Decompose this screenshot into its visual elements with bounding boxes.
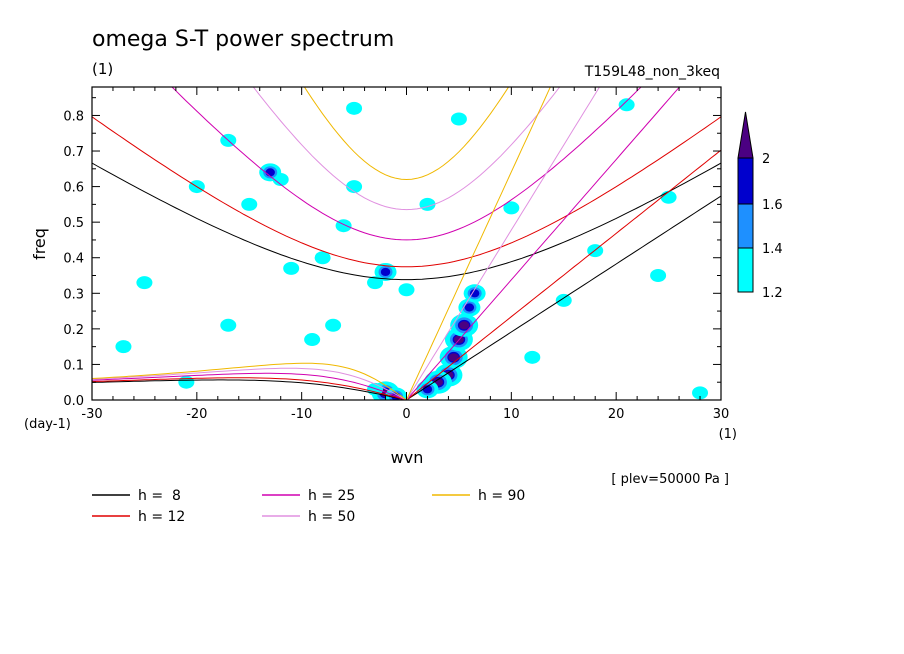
legend: h = 8 h = 12 h = 25 h = 50 h = 90 xyxy=(92,488,525,525)
inertia-gravity-curve xyxy=(171,87,642,241)
colorbar-segment xyxy=(737,247,754,293)
power-contour-1-2 xyxy=(283,261,300,275)
power-contour-1-2 xyxy=(618,98,635,112)
x-tick-label: 20 xyxy=(608,407,625,422)
x-axis-label: wvn xyxy=(391,448,424,467)
power-contour-1-2 xyxy=(524,350,541,364)
inertia-gravity-curve xyxy=(92,116,721,268)
colorbar-max-arrow xyxy=(737,111,754,159)
power-contour-2 xyxy=(448,353,459,362)
rossby-wave-curve xyxy=(92,372,407,400)
power-contour-1-2 xyxy=(692,386,709,400)
inertia-gravity-curve xyxy=(92,162,721,281)
colorbar-segment xyxy=(737,203,754,249)
x-tick-label: 10 xyxy=(503,407,520,422)
legend-label: h = 25 xyxy=(308,488,355,504)
legend-label: h = 90 xyxy=(478,488,525,504)
kelvin-wave-curve xyxy=(406,87,601,400)
power-contour-1-6 xyxy=(265,168,275,177)
power-contour-1-2 xyxy=(346,101,363,115)
inertia-gravity-curve xyxy=(303,87,510,181)
inertia-gravity-curve xyxy=(252,87,561,211)
dispersion-curves xyxy=(92,87,721,400)
x-tick-label: -30 xyxy=(81,407,102,422)
kelvin-wave-curve xyxy=(406,87,681,400)
kelvin-wave-curve xyxy=(406,195,721,400)
colorbar: 1.2 1.4 1.6 2 xyxy=(737,111,783,301)
kelvin-wave-curve xyxy=(406,87,551,400)
y-tick-label: 0.0 xyxy=(63,394,84,409)
power-contour-1-2 xyxy=(314,251,331,265)
rossby-wave-curve xyxy=(92,377,407,400)
power-contour-1-2 xyxy=(325,318,342,332)
power-contour-1-2 xyxy=(503,201,520,215)
y-axis-label: freq xyxy=(30,228,49,260)
power-contour-1-2 xyxy=(304,333,321,347)
power-contour-1-2 xyxy=(650,269,667,283)
power-contour-1-6 xyxy=(422,385,433,394)
y-tick-label: 0.7 xyxy=(63,145,84,160)
y-tick-label: 0.6 xyxy=(63,181,84,196)
colorbar-label: 1.4 xyxy=(762,242,783,257)
power-contour-1-2 xyxy=(367,276,384,290)
chart-subtitle-right: T159L48_non_3keq xyxy=(584,64,720,80)
x-tick-label: -10 xyxy=(291,407,312,422)
x-tick-label: -20 xyxy=(186,407,207,422)
power-contour-1-2 xyxy=(178,375,195,389)
rossby-wave-curve xyxy=(92,379,407,400)
plot-frame xyxy=(91,86,722,401)
power-contours xyxy=(115,98,709,400)
colorbar-label: 2 xyxy=(762,152,770,167)
pressure-level-note: [ plev=50000 Pa ] xyxy=(611,472,729,487)
power-contour-1-2 xyxy=(115,340,132,354)
power-contour-1-6 xyxy=(380,267,391,277)
axis-ticks: -30 -20 -10 0 10 20 30 0.0 0.1 0.2 0.3 0.4 0.5 0.6 0.7… xyxy=(63,87,729,422)
power-contour-1-2 xyxy=(398,283,415,297)
x-axis-unit: (1) xyxy=(719,427,737,442)
y-tick-label: 0.5 xyxy=(63,216,84,231)
power-contour-1-6 xyxy=(464,303,475,312)
y-tick-label: 0.2 xyxy=(63,323,84,338)
x-tick-label: 0 xyxy=(402,407,410,422)
power-contour-1-2 xyxy=(346,180,363,194)
y-tick-label: 0.8 xyxy=(63,109,84,124)
power-contour-1-2 xyxy=(220,318,237,332)
colorbar-segment xyxy=(737,157,754,205)
y-tick-label: 0.1 xyxy=(63,358,84,373)
power-contour-1-2 xyxy=(241,197,258,211)
chart-subtitle-left: (1) xyxy=(92,60,113,78)
kelvin-wave-curve xyxy=(406,149,721,400)
y-tick-label: 0.4 xyxy=(63,252,84,267)
rossby-wave-curve xyxy=(92,362,407,400)
legend-label: h = 12 xyxy=(138,509,185,525)
power-contour-1-2 xyxy=(450,112,467,126)
colorbar-label: 1.2 xyxy=(762,286,783,301)
rossby-wave-curve xyxy=(92,367,407,400)
power-contour-1-6 xyxy=(469,289,480,298)
y-axis-unit: (day-1) xyxy=(24,417,71,432)
x-tick-label: 30 xyxy=(713,407,730,422)
chart-title: omega S-T power spectrum xyxy=(92,27,394,52)
colorbar-label: 1.6 xyxy=(762,198,783,213)
power-contour-1-2 xyxy=(136,276,153,290)
power-contour-2 xyxy=(459,321,470,330)
legend-label: h = 8 xyxy=(138,488,181,504)
y-tick-label: 0.3 xyxy=(63,287,84,302)
power-contour-1-2 xyxy=(555,293,572,307)
legend-label: h = 50 xyxy=(308,509,355,525)
power-contour-1-2 xyxy=(660,190,677,204)
